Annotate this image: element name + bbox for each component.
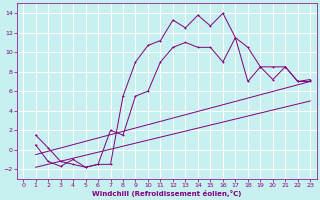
X-axis label: Windchill (Refroidissement éolien,°C): Windchill (Refroidissement éolien,°C) (92, 190, 241, 197)
